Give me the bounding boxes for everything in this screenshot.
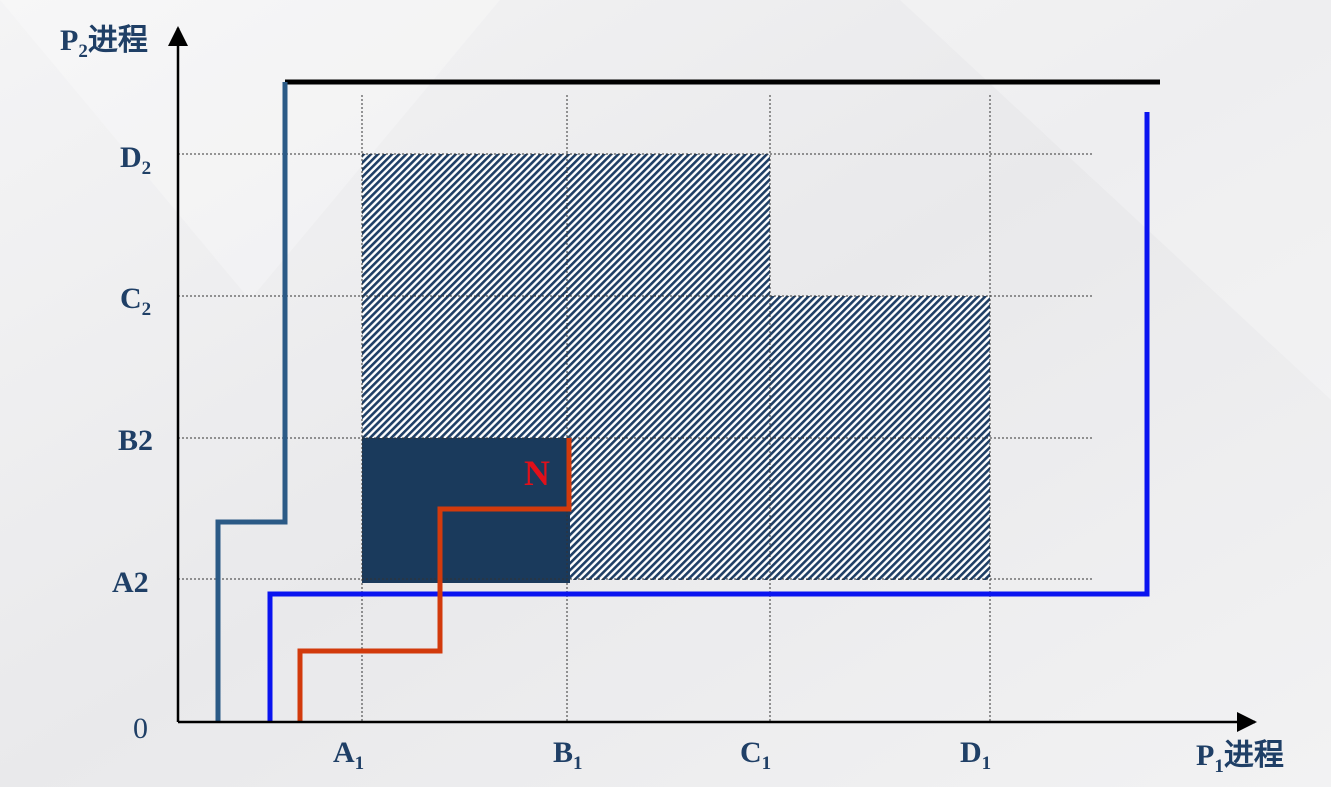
y-tick-label: D2: [120, 141, 151, 179]
tick-sub: 1: [573, 753, 583, 774]
background-shape: [0, 0, 500, 300]
path-red: [297, 438, 572, 722]
label-sub: 2: [78, 41, 88, 62]
x-tick-label: C1: [740, 736, 771, 774]
path-blue: [267, 112, 1150, 722]
tick-sub: 2: [142, 158, 152, 179]
origin-label: 0: [133, 712, 148, 745]
path-steel-blue: [215, 82, 288, 722]
tick-text: B: [553, 736, 573, 769]
tick-sub: 1: [355, 753, 365, 774]
x-tick-label: B1: [553, 736, 583, 774]
tick-text: C: [740, 736, 762, 769]
tick-text: D: [120, 141, 142, 174]
x-axis-label: P1进程: [1196, 738, 1284, 777]
label-part: P: [60, 24, 78, 57]
grid: [178, 95, 1092, 722]
tick-text: A: [333, 736, 355, 769]
y-axis-label: P2进程: [60, 23, 148, 62]
x-tick-label: D1: [960, 736, 991, 774]
y-tick-label: B2: [118, 424, 153, 457]
label-part: 进程: [88, 23, 148, 58]
y-tick-label: A2: [112, 566, 149, 599]
tick-sub: 2: [142, 299, 152, 320]
background-shape: [900, 0, 1331, 400]
tick-text: D: [960, 736, 982, 769]
region-label: N: [524, 453, 550, 493]
y-tick-label: C2: [120, 282, 151, 320]
tick-text: C: [120, 282, 142, 315]
label-part: P: [1196, 739, 1214, 772]
tick-sub: 1: [982, 753, 992, 774]
x-tick-label: A1: [333, 736, 364, 774]
tick-sub: 1: [762, 753, 772, 774]
label-part: 进程: [1224, 738, 1284, 773]
label-sub: 1: [1214, 756, 1224, 777]
